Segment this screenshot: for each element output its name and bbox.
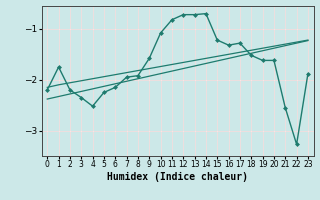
X-axis label: Humidex (Indice chaleur): Humidex (Indice chaleur)	[107, 172, 248, 182]
